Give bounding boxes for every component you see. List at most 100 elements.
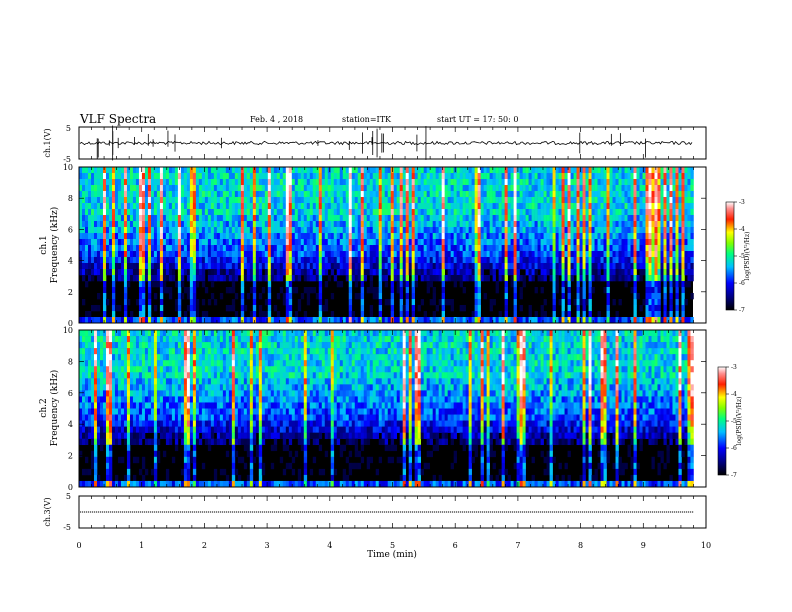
spectrogram-cell [411, 197, 416, 204]
spectrogram-cell [681, 173, 685, 180]
spectrogram-cell [174, 227, 179, 234]
spectrogram-cell [480, 173, 484, 180]
spectrogram-cell [675, 167, 679, 174]
spectrogram-cell [462, 245, 466, 252]
spectrogram-cell [234, 173, 239, 180]
spectrogram-cell [312, 215, 317, 222]
spectrogram-cell [336, 167, 341, 174]
spectrogram-cell [474, 245, 478, 252]
spectrogram-cell [591, 263, 595, 270]
spectrogram-cell [570, 191, 574, 198]
spectrogram-cell [195, 305, 200, 312]
spectrogram-cell [582, 257, 586, 264]
spectrogram-cell [378, 305, 383, 312]
spectrogram-cell [672, 197, 676, 204]
spectrogram-cell [333, 245, 338, 252]
spectrogram-cell [171, 257, 176, 264]
spectrogram-cell [165, 251, 170, 258]
spectrogram-cell [612, 239, 616, 246]
spectrogram-cell [351, 209, 356, 216]
spectrogram-cell [168, 269, 173, 276]
waveform-ch1-spikes [96, 125, 646, 161]
spectrogram-cell [327, 185, 332, 192]
spectrogram-cell [384, 203, 389, 210]
spectrogram-cell [660, 239, 664, 246]
spectrogram-cell [465, 215, 469, 222]
spectrogram-cell [477, 179, 481, 186]
spectrogram-cell [132, 366, 137, 373]
spectrogram-cell [648, 269, 652, 276]
spectrogram-cell [252, 173, 257, 180]
spectrogram-cell [243, 179, 248, 186]
spectrogram-cell [234, 191, 239, 198]
spectrogram-cell [360, 185, 365, 192]
spectrogram-cell [243, 209, 248, 216]
spectrogram-cell [222, 233, 227, 240]
spectrogram-cell [627, 227, 631, 234]
spectrogram-cell [588, 281, 592, 288]
spectrogram-cell [129, 239, 134, 246]
spectrogram-cell [531, 215, 535, 222]
spectrogram-cell [651, 173, 655, 180]
spectrogram-cell [123, 197, 128, 204]
spectrogram-cell [228, 197, 233, 204]
spectrogram-cell [192, 227, 197, 234]
spectrogram-cell [672, 215, 676, 222]
spectrogram-cell [174, 173, 179, 180]
spectrogram-cell [360, 281, 365, 288]
spectrogram-cell [384, 179, 389, 186]
spectrogram-cell [666, 227, 670, 234]
spectrogram-cell [90, 245, 95, 252]
spectrogram-cell [138, 263, 143, 270]
spectrogram-cell [669, 269, 673, 276]
spectrogram-cell [156, 185, 161, 192]
spectrogram-cell [339, 197, 344, 204]
spectrogram-cell [96, 330, 101, 337]
spectrogram-cell [183, 287, 188, 294]
spectrogram-cell [675, 239, 679, 246]
spectrogram-cell [357, 263, 362, 270]
spectrogram-cell [366, 173, 371, 180]
spectrogram-cell [633, 209, 637, 216]
spectrogram-cell [93, 462, 98, 470]
spectrogram-cell [198, 317, 203, 324]
spectrogram-cell [129, 311, 134, 318]
spectrogram-cell [129, 378, 134, 385]
spectrogram-cell [324, 281, 329, 288]
spectrogram-cell [543, 197, 547, 204]
spectrogram-cell [369, 263, 374, 270]
spectrogram-cell [408, 215, 413, 222]
spectrogram-cell [327, 239, 332, 246]
spectrogram-cell [327, 245, 332, 252]
spectrogram-cell [252, 197, 257, 204]
spectrogram-cell [501, 227, 505, 234]
spectrogram-cell [516, 173, 520, 180]
spectrogram-cell [216, 269, 221, 276]
spectrogram-cell [627, 191, 631, 198]
spectrogram-cell [120, 420, 125, 427]
spectrogram-cell [84, 215, 89, 222]
spectrogram-cell [150, 185, 155, 192]
spectrogram-cell [147, 245, 152, 252]
spectrogram-cell [687, 209, 691, 216]
spectrogram-cell [663, 227, 667, 234]
spectrogram-cell [393, 167, 398, 174]
spectrogram-cell [549, 239, 553, 246]
spectrogram-cell [327, 317, 332, 324]
spectrogram-cell [156, 215, 161, 222]
spectrogram-cell [495, 197, 499, 204]
spectrogram-cell [174, 281, 179, 288]
spectrogram-cell [186, 203, 191, 210]
spectrogram-cell [231, 269, 236, 276]
spectrogram-cell [318, 209, 323, 216]
spectrogram-cell [534, 245, 538, 252]
spectrogram-cell [297, 233, 302, 240]
spectrogram-cell [633, 263, 637, 270]
spectrogram-cell [498, 239, 502, 246]
spectrogram-cell [573, 191, 577, 198]
spectrogram-cell [411, 317, 416, 324]
spectrogram-cell [480, 317, 484, 324]
spectrogram-cell [228, 215, 233, 222]
spectrogram-cell [123, 173, 128, 180]
spectrogram-cell [213, 203, 218, 210]
